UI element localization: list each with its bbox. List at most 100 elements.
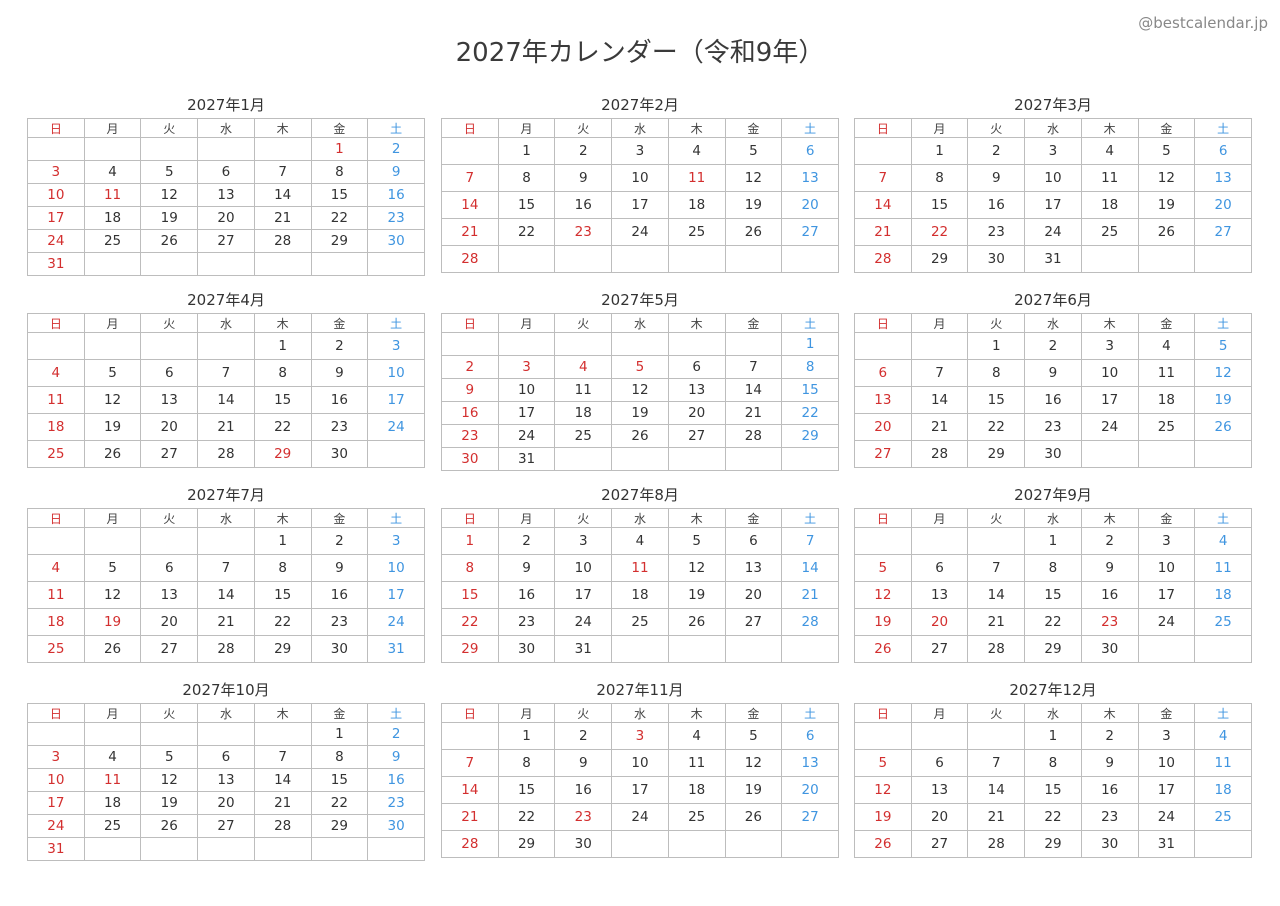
day-cell: 16	[1080, 776, 1139, 804]
empty-cell	[667, 245, 726, 273]
day-cell: 12	[724, 749, 783, 777]
day-cell: 16	[967, 191, 1026, 219]
month-calendar: 2027年8月日月火水木金土 1 2 3 4 5 6 7 8 9 10 11 12 13 14 15 16 17 1…	[441, 482, 839, 663]
day-cell: 9	[554, 164, 613, 192]
day-cell: 21	[441, 218, 499, 246]
empty-cell	[140, 332, 199, 360]
day-cell: 25	[27, 635, 85, 663]
week-row: 7 8 9 10 11 12 13	[441, 749, 839, 777]
day-cell: 15	[253, 581, 312, 609]
day-cell: 8	[497, 749, 556, 777]
day-cell: 22	[781, 401, 839, 425]
day-cell: 2	[310, 332, 369, 360]
day-cell: 21	[854, 218, 912, 246]
weekday-header: 火	[140, 313, 199, 333]
day-cell: 7	[441, 749, 499, 777]
day-cell: 17	[27, 791, 85, 815]
empty-cell	[1137, 245, 1196, 273]
day-cell: 1	[497, 137, 556, 165]
month-calendar: 2027年2月日月火水木金土 1 2 3 4 5 6 7 8 9 10 11 12 13 14 15 16 17 1…	[441, 92, 839, 273]
empty-cell	[1137, 440, 1196, 468]
day-cell: 27	[910, 830, 969, 858]
day-cell: 1	[1024, 527, 1082, 555]
month-title: 2027年1月	[187, 96, 265, 114]
weekday-header: 土	[367, 508, 425, 528]
month-calendar: 2027年12月日月火水木金土 1 2 3 4 5 6 7 8 9 10 11 12 13 14 15 16 17…	[854, 677, 1252, 858]
day-cell: 11	[1194, 749, 1252, 777]
day-cell: 4	[83, 160, 142, 184]
day-cell: 25	[83, 229, 142, 253]
day-cell: 17	[611, 776, 669, 804]
weekday-header: 金	[310, 313, 369, 333]
month-calendar: 2027年3月日月火水木金土 1 2 3 4 5 6 7 8 9 10 11 12 13 14 15 16 17 1…	[854, 92, 1252, 273]
empty-cell	[781, 245, 839, 273]
empty-cell	[197, 837, 255, 861]
empty-cell	[724, 245, 783, 273]
day-cell: 17	[27, 206, 85, 230]
day-cell: 27	[781, 803, 839, 831]
empty-cell	[1080, 440, 1139, 468]
empty-cell	[253, 837, 312, 861]
day-cell: 5	[854, 749, 912, 777]
day-cell: 19	[83, 608, 142, 636]
day-cell: 23	[554, 803, 613, 831]
day-cell: 2	[554, 722, 613, 750]
weekday-header: 火	[554, 313, 613, 333]
day-cell: 11	[83, 183, 142, 207]
day-cell: 3	[1080, 332, 1139, 360]
day-cell: 14	[253, 183, 312, 207]
day-cell: 2	[441, 355, 499, 379]
day-cell: 8	[310, 160, 369, 184]
day-cell: 20	[781, 191, 839, 219]
empty-cell	[724, 635, 783, 663]
day-cell: 9	[1080, 554, 1139, 582]
month-title: 2027年6月	[1014, 291, 1092, 309]
day-cell: 13	[910, 581, 969, 609]
weekday-header: 水	[1024, 313, 1082, 333]
weekday-header: 火	[967, 118, 1026, 138]
empty-cell	[83, 137, 142, 161]
day-cell: 22	[441, 608, 499, 636]
day-cell: 10	[1137, 749, 1196, 777]
empty-cell	[667, 830, 726, 858]
weekday-header: 日	[27, 313, 85, 333]
day-cell: 24	[1024, 218, 1082, 246]
day-cell: 26	[83, 440, 142, 468]
empty-cell	[1137, 635, 1196, 663]
day-cell: 9	[367, 745, 425, 769]
empty-cell	[910, 332, 969, 360]
day-cell: 18	[554, 401, 613, 425]
empty-cell	[367, 837, 425, 861]
weekday-header: 木	[667, 313, 726, 333]
week-row: 10 11 12 13 14 15 16	[27, 183, 425, 207]
day-cell: 25	[667, 218, 726, 246]
weekday-header: 土	[781, 703, 839, 723]
day-cell: 23	[497, 608, 556, 636]
weekday-header: 金	[724, 118, 783, 138]
day-cell: 7	[253, 745, 312, 769]
weekday-header: 日	[27, 118, 85, 138]
day-cell: 19	[854, 803, 912, 831]
week-row: 26 27 28 29 30	[854, 635, 1252, 663]
weekday-header: 月	[83, 118, 142, 138]
month-title: 2027年12月	[1009, 681, 1097, 699]
day-cell: 18	[83, 791, 142, 815]
month-calendar: 2027年7月日月火水木金土 1 2 3 4 5 6 7 8 9 10 11 12 13 14 15 16 17 1…	[27, 482, 425, 663]
day-cell: 25	[1080, 218, 1139, 246]
weekday-header: 土	[781, 508, 839, 528]
day-cell: 16	[367, 768, 425, 792]
day-cell: 27	[724, 608, 783, 636]
week-row: 15 16 17 18 19 20 21	[441, 581, 839, 609]
day-cell: 17	[1080, 386, 1139, 414]
day-cell: 18	[1137, 386, 1196, 414]
weekday-header: 月	[83, 313, 142, 333]
week-row: 18 19 20 21 22 23 24	[27, 413, 425, 441]
day-cell: 18	[1194, 581, 1252, 609]
day-cell: 6	[197, 160, 255, 184]
week-row: 21 22 23 24 25 26 27	[441, 218, 839, 246]
day-cell: 14	[781, 554, 839, 582]
day-cell: 20	[910, 803, 969, 831]
day-cell: 4	[1137, 332, 1196, 360]
empty-cell	[253, 722, 312, 746]
